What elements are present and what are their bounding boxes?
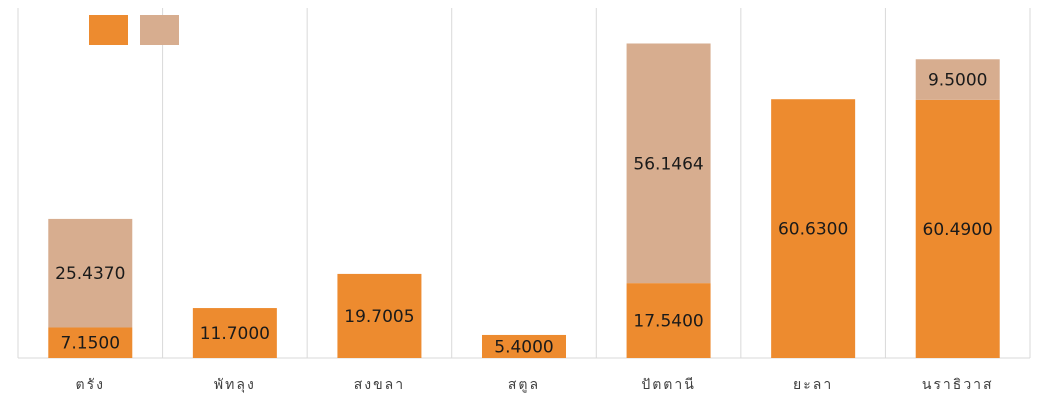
bars — [48, 43, 1000, 359]
category-label: นราธิวาส — [922, 377, 994, 393]
bar-segment — [915, 59, 1000, 100]
data-label: 9.5000 — [928, 71, 987, 91]
bar-segment — [915, 99, 1000, 358]
legend-swatch — [89, 15, 128, 45]
category-labels: ตรัง พัทลุง สงขลา สตูล ปัตตานี ยะลา นราธิวาส — [76, 377, 994, 393]
legend — [89, 15, 179, 45]
data-label: 56.1464 — [633, 154, 703, 174]
bar-segment — [482, 334, 566, 358]
data-label: 5.4000 — [494, 337, 553, 357]
data-label: 60.4900 — [923, 220, 993, 240]
data-label: 60.6300 — [778, 220, 848, 240]
bar-segment — [48, 218, 133, 328]
bar-segment — [48, 327, 133, 358]
data-label: 11.7000 — [200, 324, 270, 344]
bar-segment — [626, 283, 711, 358]
data-label: 19.7005 — [344, 307, 414, 327]
data-label: 17.5400 — [633, 312, 703, 332]
data-labels: 7.1500 25.4370 11.7000 19.7005 5.4000 17.5400… — [55, 71, 993, 358]
bar-segment — [337, 273, 422, 358]
data-label: 25.4370 — [55, 264, 125, 284]
bar-segment — [192, 308, 277, 358]
bar-segment — [771, 99, 856, 359]
category-label: ยะลา — [793, 377, 833, 393]
bar-segment — [626, 43, 711, 284]
category-label: สงขลา — [354, 377, 405, 393]
legend-swatch — [140, 15, 179, 45]
category-label: ปัตตานี — [641, 377, 696, 393]
data-label: 7.1500 — [61, 334, 120, 354]
gridlines — [17, 8, 1031, 359]
category-label: ตรัง — [76, 377, 105, 393]
category-label: สตูล — [508, 377, 540, 393]
category-label: พัทลุง — [214, 377, 256, 393]
